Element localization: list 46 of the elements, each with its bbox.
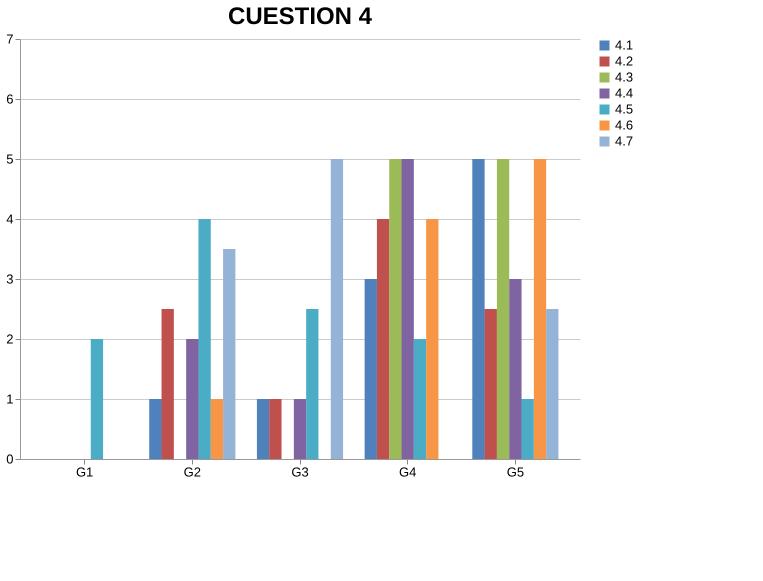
x-tick-label: G3 <box>291 464 309 480</box>
bar <box>484 309 497 459</box>
legend-label: 4.6 <box>615 118 634 132</box>
bar <box>426 219 438 459</box>
x-tick-label: G2 <box>184 464 201 480</box>
x-tick-label: G4 <box>399 464 416 480</box>
bar <box>90 339 104 459</box>
legend-label: 4.4 <box>615 86 634 100</box>
bar <box>496 159 510 459</box>
legend-label: 4.1 <box>615 38 634 52</box>
x-tick-label: G5 <box>506 464 524 480</box>
bar <box>522 399 534 459</box>
bar <box>162 309 174 459</box>
legend-label: 4.3 <box>615 70 634 84</box>
bar <box>210 399 224 459</box>
y-tick-label: 6 <box>6 92 14 106</box>
y-tick-label: 5 <box>6 152 14 166</box>
bar <box>364 279 377 459</box>
bar <box>389 159 402 459</box>
y-tick-label: 2 <box>6 332 14 346</box>
bar <box>256 399 270 459</box>
bar <box>414 339 426 459</box>
bar <box>186 339 198 459</box>
chart-title: CUESTION 4 <box>228 3 373 30</box>
bar <box>306 309 318 459</box>
bar <box>149 399 162 459</box>
y-tick-label: 3 <box>6 272 14 286</box>
y-tick-label: 1 <box>6 392 14 406</box>
y-tick-label: 7 <box>6 32 14 46</box>
bar <box>269 399 282 459</box>
bar <box>472 159 485 459</box>
bar <box>534 159 546 459</box>
bar <box>294 399 306 459</box>
bar <box>509 279 522 459</box>
legend-label: 4.5 <box>615 102 634 116</box>
bar <box>223 249 236 459</box>
legend-label: 4.2 <box>615 54 634 68</box>
x-tick-label: G1 <box>76 464 94 480</box>
bar <box>546 309 558 459</box>
bar <box>198 219 211 459</box>
y-tick-label: 0 <box>6 452 14 466</box>
legend-label: 4.7 <box>615 134 634 148</box>
bar <box>402 159 414 459</box>
bar <box>376 219 390 459</box>
bar <box>330 159 344 459</box>
y-tick-label: 4 <box>6 212 14 226</box>
